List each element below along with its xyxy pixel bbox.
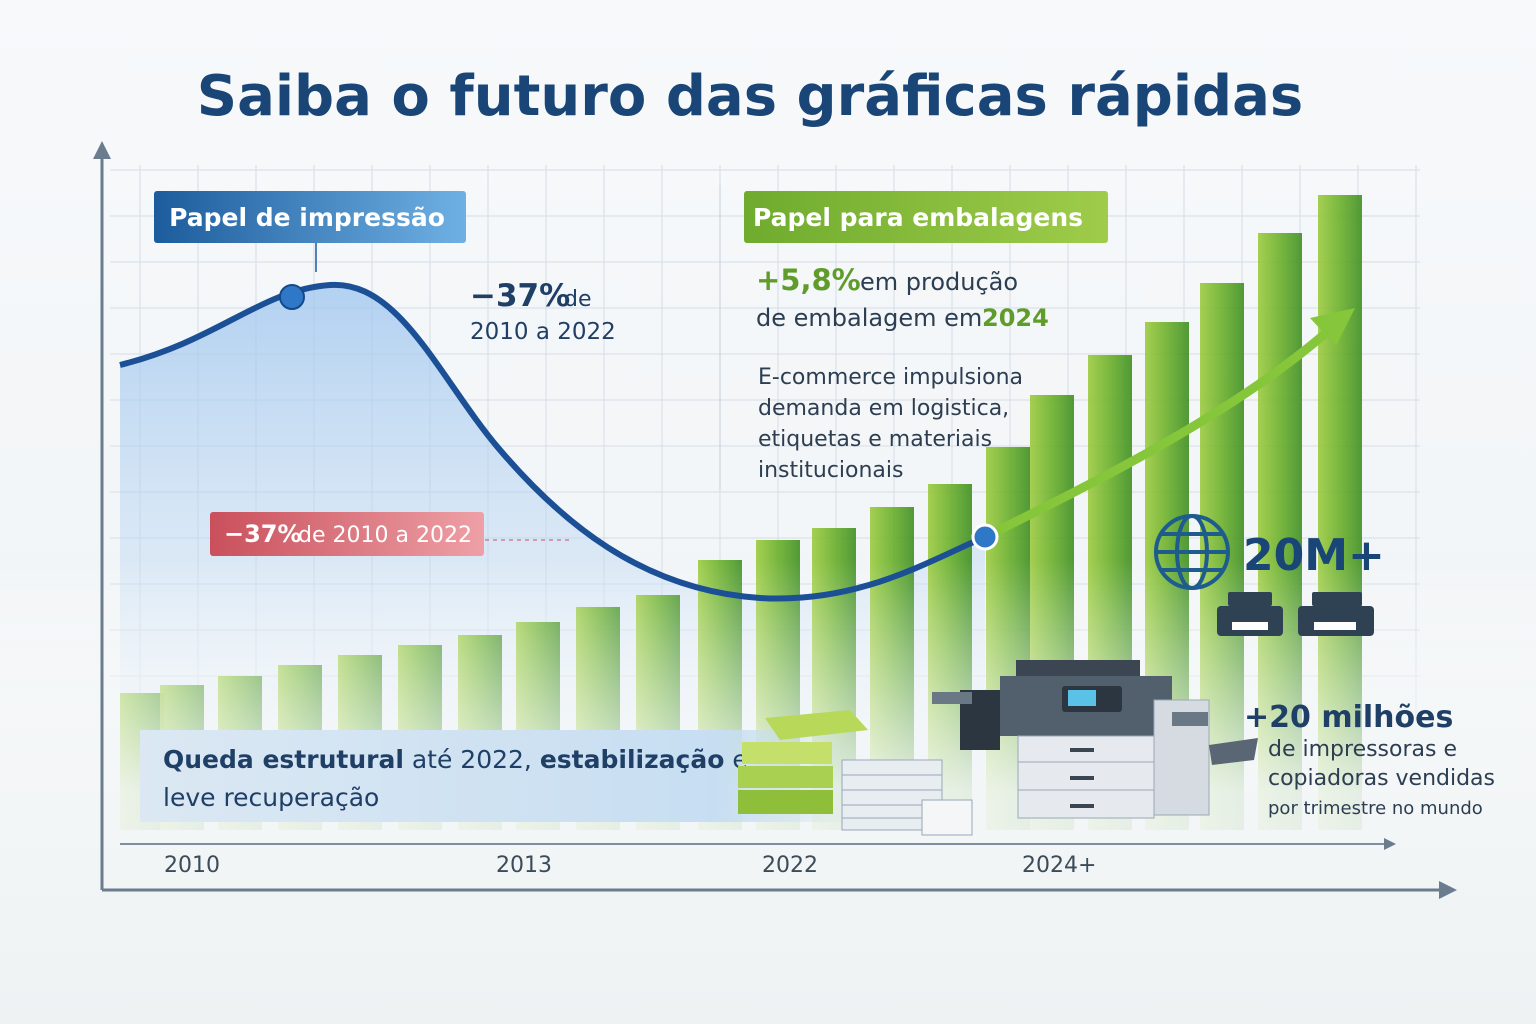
x-label: 2022 — [762, 853, 818, 878]
units-line: de impressoras e — [1268, 737, 1457, 762]
x-labels: 2010 2013 2022 2024+ — [164, 853, 1096, 878]
printer-icons — [1217, 592, 1374, 636]
summary: Queda estrutural até 2022, estabilização… — [163, 745, 748, 774]
decline-text: de — [564, 287, 592, 312]
growth-text: de embalagem em — [756, 304, 982, 332]
x-label: 2010 — [164, 853, 220, 878]
ecommerce-line: institucionais — [758, 458, 904, 483]
decline-period: 2010 a 2022 — [470, 319, 616, 345]
title: Saiba o futuro das gráficas rápidas — [197, 64, 1304, 129]
x-label: 2024+ — [1022, 853, 1096, 878]
stat: 20M+ — [1243, 530, 1385, 581]
decline-curve — [119, 281, 987, 602]
summary-bold: estabilização — [540, 745, 725, 774]
summary-text: até 2022, — [412, 745, 532, 774]
tag — [744, 191, 1108, 243]
growth-value: +5,8% — [756, 263, 861, 297]
ecommerce-text: E-commerce impulsiona demanda em logistic… — [758, 365, 1023, 483]
decline-tag-text: de 2010 a 2022 — [298, 523, 472, 548]
tag-label: Papel para embalagens — [753, 203, 1083, 232]
ecommerce-line: demanda em logistica, — [758, 396, 1009, 421]
units-line: copiadoras vendidas — [1268, 766, 1495, 791]
decline-value: −37% — [470, 278, 570, 314]
tag — [210, 512, 484, 556]
decline-tag-value: −37% — [224, 520, 302, 548]
ecommerce-line: E-commerce impulsiona — [758, 365, 1023, 390]
summary-text: leve recuperação — [163, 783, 379, 812]
summary-bold: Queda estrutural — [163, 745, 404, 774]
peak-dot — [279, 284, 305, 310]
tag — [154, 191, 466, 243]
tag-label: Papel de impressão — [169, 203, 445, 232]
x-label: 2013 — [496, 853, 552, 878]
units-line: por trimestre no mundo — [1268, 798, 1483, 819]
globe-icon — [1154, 514, 1230, 590]
units-value: +20 milhões — [1244, 700, 1453, 735]
growth-arrow — [983, 321, 1338, 542]
units-text: de impressoras e copiadoras vendidas por t… — [1268, 737, 1495, 819]
copier — [932, 660, 1258, 819]
paper-stacks — [738, 710, 973, 836]
turn-dot — [971, 523, 999, 551]
growth-text: em produção — [860, 268, 1018, 296]
growth-year: 2024 — [982, 304, 1049, 332]
arrow-head — [1310, 308, 1355, 346]
ecommerce-line: etiquetas e materiais — [758, 427, 992, 452]
